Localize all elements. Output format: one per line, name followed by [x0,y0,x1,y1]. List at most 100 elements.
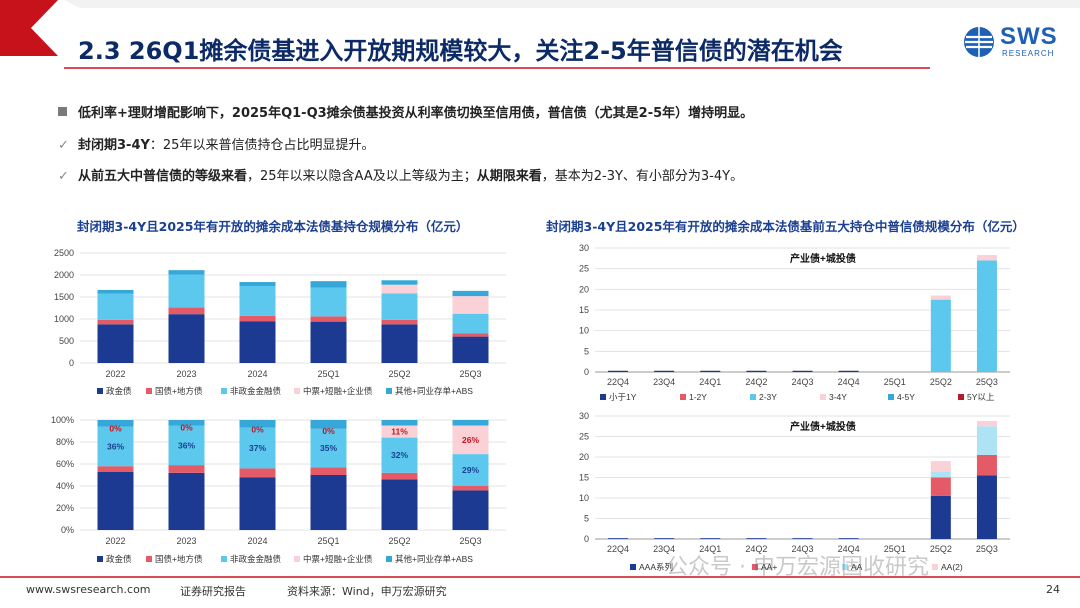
bar-segment [654,538,675,539]
y-tick-label: 80% [56,437,74,447]
data-label: 11% [391,427,408,437]
data-label: 37% [249,443,266,453]
legend-swatch [146,388,152,394]
legend-swatch [752,564,758,570]
legend-label: 4-5Y [897,392,915,402]
bar-segment [381,280,418,285]
square-bullet-icon [58,107,67,116]
bar-segment [930,471,951,478]
legend-label: 2-3Y [759,392,777,402]
x-tick-label: 22Q4 [607,544,629,554]
y-tick-label: 15 [579,473,589,483]
bar-segment [310,316,347,322]
bar-segment [168,420,205,426]
y-tick-label: 40% [56,481,74,491]
legend-label: 3-4Y [829,392,847,402]
header-top-band [64,0,1080,8]
bar-segment [976,454,997,476]
bar-segment [381,437,418,473]
bar-segment [976,426,997,455]
legend-label: 其他+同业存单+ABS [395,554,473,564]
legend-label: 非政金金融债 [230,386,282,396]
bar-segment [608,370,629,372]
bar-segment [381,479,418,530]
bar-segment [239,477,276,530]
bar-segment [976,260,997,372]
bar-segment [310,321,347,363]
x-tick-label: 25Q2 [388,369,410,379]
legend-label: 小于1Y [609,392,637,402]
legend-swatch [932,564,938,570]
y-tick-label: 20 [579,284,589,294]
right-chart-title: 封闭期3-4Y且2025年有开放的摊余成本法债基前五大持仓中普信债规模分布（亿元… [546,219,1025,234]
data-label: 29% [462,465,479,475]
bar-segment [381,284,418,294]
y-tick-label: 30 [579,411,589,421]
bar-segment [381,472,418,480]
x-tick-label: 2024 [247,536,267,546]
x-tick-label: 24Q4 [838,544,860,554]
bar-segment [239,315,276,322]
bar-segment [452,454,489,486]
bar-segment [452,486,489,491]
legend-label: 中票+短融+企业债 [303,554,373,564]
bar-segment [168,274,205,308]
bar-segment [97,420,134,427]
x-tick-label: 24Q1 [699,544,721,554]
y-tick-label: 25 [579,264,589,274]
y-tick-label: 5 [584,514,589,524]
legend-swatch [294,388,300,394]
watermark: 公众号 · 申万宏源固收研究 [666,555,929,580]
bar-segment [452,425,489,455]
y-tick-label: 15 [579,305,589,315]
footer-source: 资料来源：Wind，申万宏源研究 [287,585,447,598]
y-tick-label: 20 [579,452,589,462]
x-tick-label: 25Q3 [976,544,998,554]
bar-segment [239,321,276,363]
bar-segment [746,370,767,372]
bar-segment [168,314,205,363]
legend-label: 1-2Y [689,392,707,402]
bar-segment [97,324,134,363]
x-tick-label: 25Q1 [317,536,339,546]
bar-segment [930,495,951,539]
bar-segment [310,281,347,288]
legend-label: 非政金金融债 [230,554,282,564]
legend-swatch [958,394,964,400]
x-tick-label: 24Q3 [791,377,813,387]
legend-label: 其他+同业存单+ABS [395,386,473,396]
legend-label: AA [851,562,863,572]
bar-segment [838,370,859,372]
x-tick-label: 24Q2 [745,377,767,387]
y-tick-label: 10 [579,493,589,503]
legend-swatch [97,556,103,562]
data-label: 26% [462,435,479,445]
legend-swatch [97,388,103,394]
bar-segment [168,270,205,275]
bar-segment [381,319,418,325]
footer-url[interactable]: www.swsresearch.com [26,583,151,596]
legend-label: 国债+地方债 [155,554,203,564]
legend-swatch [386,388,392,394]
legend-label: 政金债 [106,554,132,564]
bar-segment [930,461,951,472]
bar-segment [381,293,418,320]
y-tick-label: 0 [69,358,74,368]
x-tick-label: 25Q1 [884,377,906,387]
bar-segment [608,538,629,539]
x-tick-label: 24Q1 [699,377,721,387]
data-label: 36% [107,441,124,451]
legend-swatch [842,564,848,570]
x-tick-label: 2023 [176,536,196,546]
bar-segment [452,313,489,334]
bar-segment [452,490,489,530]
bar-segment [792,538,813,539]
page-number: 24 [1046,583,1060,596]
x-tick-label: 25Q2 [930,544,952,554]
x-tick-label: 24Q3 [791,544,813,554]
bar-segment [97,471,134,530]
data-label: 0% [180,423,193,433]
page-title: 2.3 26Q1摊余债基进入开放期规模较大，关注2-5年普信债的潜在机会 [78,37,843,65]
legend-label: AA(2) [941,562,963,572]
